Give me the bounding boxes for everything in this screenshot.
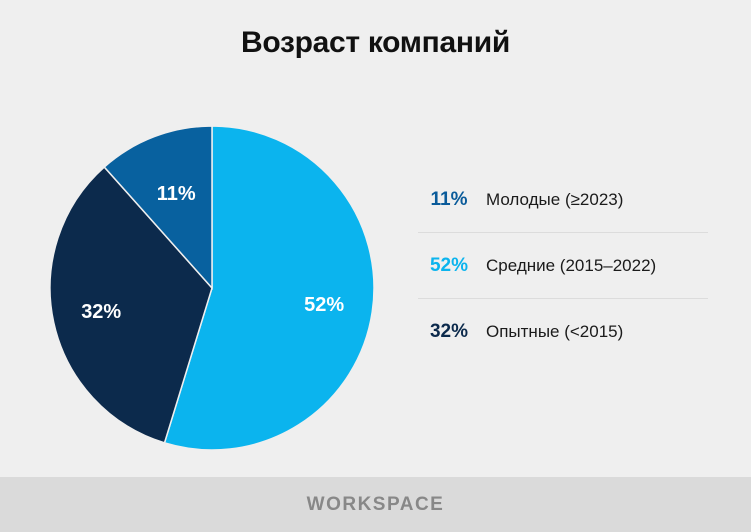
logo-o-letter: O (326, 493, 343, 515)
pie-slice (49, 165, 213, 444)
footer-bar: WORKSPACE (0, 477, 751, 532)
pie-chart: 52% 32% 11% (49, 125, 375, 451)
legend-label: Опытные (<2015) (486, 322, 624, 341)
chart-legend: 11% Молодые (≥2023) 52% Средние (2015–20… (418, 167, 708, 365)
legend-item-young: 11% Молодые (≥2023) (418, 167, 708, 233)
pie-slice (163, 125, 375, 451)
chart-title: Возраст компаний (241, 26, 510, 59)
legend-item-middle: 52% Средние (2015–2022) (418, 233, 708, 299)
pie-slice (103, 125, 213, 290)
legend-percent: 11% (430, 188, 468, 210)
slice-label: 32% (81, 301, 121, 323)
workspace-logo: WORKSPACE (306, 493, 445, 515)
slice-label: 52% (304, 294, 344, 316)
legend-percent: 52% (429, 254, 469, 276)
legend-label: Средние (2015–2022) (486, 255, 657, 275)
legend-item-experienced: 32% Опытные (<2015) (418, 299, 708, 365)
slice-label: 11% (157, 183, 196, 205)
legend-label: Молодые (≥2023) (486, 189, 624, 209)
legend-percent: 32% (429, 321, 469, 342)
